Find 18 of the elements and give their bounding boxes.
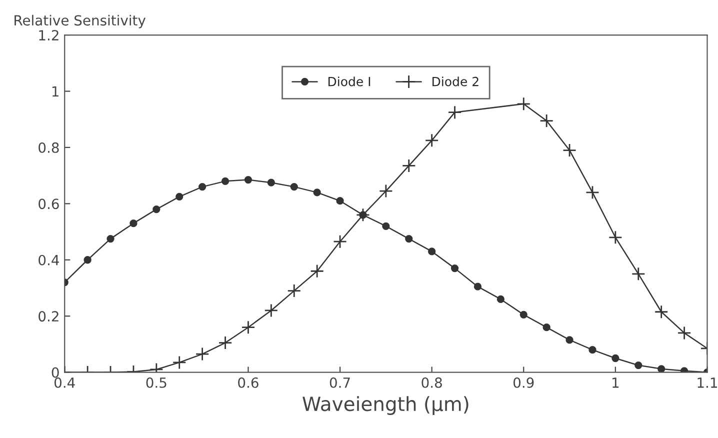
x-tick-label: 0.5 (146, 377, 166, 388)
x-tick-label: 0.8 (422, 377, 442, 388)
x-tick-label: 0.6 (238, 377, 258, 388)
y-tick-label: 1 (52, 86, 58, 97)
x-tick-label: 0.9 (514, 377, 534, 388)
x-axis-title: Waveiength (µm) (302, 396, 468, 415)
y-tick-label: 0.8 (38, 142, 59, 153)
legend-label: Diode 2 (432, 76, 478, 86)
legend-label: Diode I (328, 76, 370, 86)
y-tick-label: 0 (52, 367, 59, 378)
y-tick-label: 0.6 (38, 198, 59, 210)
y-tick-label: 0.4 (38, 254, 59, 266)
y-axis-title: Relative Sensitivity (14, 14, 146, 28)
x-tick-label: 0.7 (330, 377, 350, 388)
y-tick-label: 0.2 (38, 311, 58, 322)
x-tick-label: 1 (612, 378, 619, 388)
x-tick-label: 1.1 (698, 378, 717, 388)
y-tick-label: 1.2 (39, 30, 58, 40)
